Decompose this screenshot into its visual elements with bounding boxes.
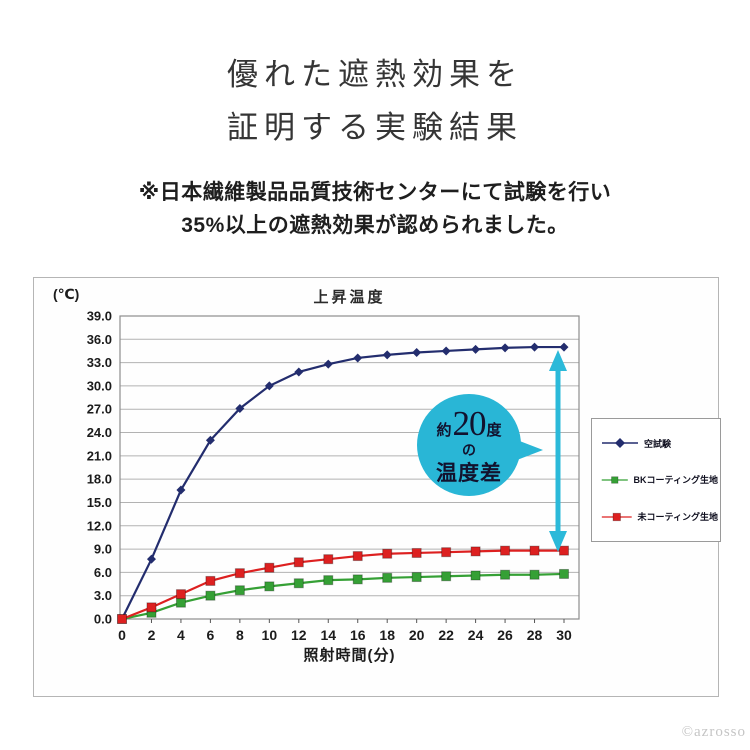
legend-line-sample-icon (602, 438, 638, 449)
chart-title: 上昇温度 (313, 289, 386, 306)
svg-text:2: 2 (148, 627, 156, 643)
chart-container: (℃) 上昇温度 0.0 3.0 6.0 9.0 12.0 15.0 18.0 21.0 24.… (33, 277, 721, 697)
legend-label: 未コーティング生地 (637, 512, 718, 523)
svg-text:30: 30 (556, 627, 572, 643)
svg-text:33.0: 33.0 (87, 355, 112, 370)
page-subtitle-line1: ※日本繊維製品品質技術センターにて試験を行い (138, 181, 612, 204)
svg-text:24: 24 (468, 627, 484, 643)
temp-diff-arrow (549, 350, 567, 552)
page-title-line2: 証明する実験結果 (227, 110, 523, 145)
svg-text:0: 0 (118, 627, 126, 643)
series-2 (117, 545, 569, 624)
svg-text:28: 28 (527, 627, 543, 643)
temp-diff-annotation-bubble: 約 20 度 の 温度差 (417, 394, 543, 496)
svg-text:12: 12 (291, 627, 307, 643)
legend-item-bk-coated: BKコーティング生地 (601, 473, 718, 486)
svg-text:22: 22 (438, 627, 454, 643)
y-axis-unit-label: (℃) (53, 286, 80, 302)
series-1 (117, 568, 569, 624)
annotation-line2: の (462, 442, 476, 459)
x-axis-title: 照射時間(分) (303, 647, 396, 664)
bubble-pointer-icon (517, 440, 543, 460)
page-subtitle: ※日本繊維製品品質技術センターにて試験を行い 35%以上の遮熱効果が認められまし… (0, 176, 750, 242)
legend-label: BKコーティング生地 (633, 475, 718, 486)
svg-text:15.0: 15.0 (87, 495, 112, 510)
svg-text:24.0: 24.0 (87, 425, 112, 440)
svg-text:10: 10 (262, 627, 278, 643)
svg-text:16: 16 (350, 627, 366, 643)
annotation-line1: 約 20 度 (436, 404, 502, 444)
legend-line-sample-icon (601, 512, 632, 521)
annotation-number: 20 (452, 404, 487, 444)
plot-border (119, 315, 580, 620)
page-subtitle-line2: 35%以上の遮熱効果が認められました。 (181, 214, 569, 237)
svg-text:36.0: 36.0 (87, 332, 112, 347)
page-title-line1: 優れた遮熱効果を (227, 57, 523, 92)
svg-text:12.0: 12.0 (87, 518, 112, 533)
page-title: 優れた遮熱効果を 証明する実験結果 (0, 48, 750, 154)
legend-label: 空試験 (644, 438, 672, 449)
svg-text:39.0: 39.0 (87, 309, 112, 324)
svg-text:21.0: 21.0 (87, 448, 112, 463)
svg-text:9.0: 9.0 (94, 542, 112, 557)
chart-legend: 空試験 BKコーティング生地 未コーティング生地 (591, 418, 721, 542)
legend-item-uncoated: 未コーティング生地 (601, 510, 718, 523)
legend-line-sample-icon (601, 476, 628, 484)
svg-text:18.0: 18.0 (87, 472, 112, 487)
svg-text:27.0: 27.0 (87, 402, 112, 417)
legend-item-blank-test: 空試験 (601, 437, 718, 450)
svg-text:0.0: 0.0 (94, 612, 112, 627)
watermark-credit: ©azrosso (681, 724, 746, 740)
annotation-line3: 温度差 (436, 461, 502, 485)
svg-text:6.0: 6.0 (94, 565, 112, 580)
svg-text:6: 6 (207, 627, 215, 643)
svg-text:30.0: 30.0 (87, 378, 112, 393)
xticks: 0 2 4 6 8 10 12 14 16 18 20 22 24 26 28 30 (118, 619, 572, 643)
svg-text:3.0: 3.0 (94, 588, 112, 603)
svg-text:26: 26 (497, 627, 513, 643)
svg-text:4: 4 (177, 627, 185, 643)
series-0 (117, 342, 569, 624)
svg-text:14: 14 (320, 627, 336, 643)
svg-text:8: 8 (236, 627, 244, 643)
svg-text:18: 18 (379, 627, 395, 643)
svg-text:20: 20 (409, 627, 425, 643)
